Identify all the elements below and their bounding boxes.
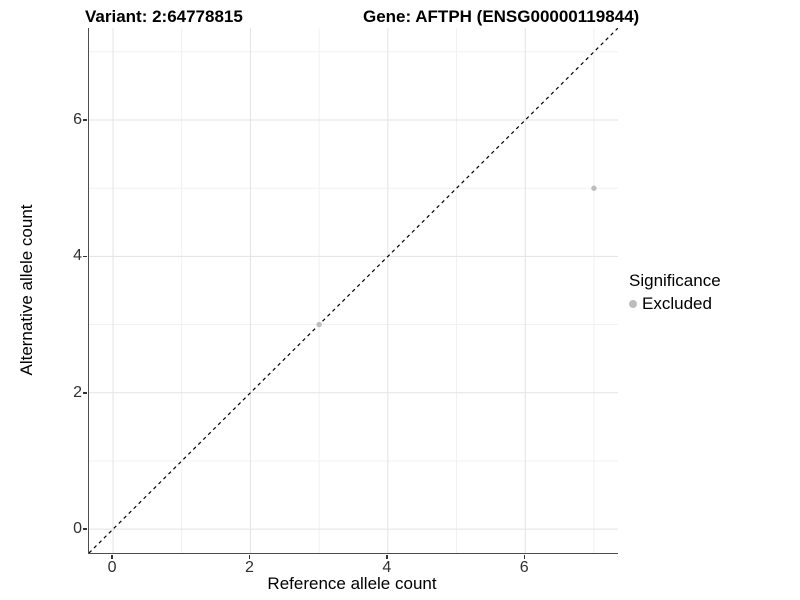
x-axis-tick-mark xyxy=(386,555,388,559)
plot-panel xyxy=(88,28,618,554)
excluded-marker-icon xyxy=(629,300,637,308)
x-axis-tick-label: 4 xyxy=(382,559,392,576)
legend-title: Significance xyxy=(629,271,721,290)
y-axis-tick-label: 4 xyxy=(73,247,82,265)
plot-title-gene: Gene: AFTPH (ENSG00000119844) xyxy=(363,7,640,26)
x-axis-title: Reference allele count xyxy=(267,574,437,593)
y-axis-tick-label: 6 xyxy=(73,111,82,129)
y-axis-tick-label: 0 xyxy=(73,520,82,538)
x-axis-tick-label: 2 xyxy=(244,559,254,576)
x-axis-tick-mark xyxy=(111,555,113,559)
data-point xyxy=(316,321,322,328)
x-axis-tick-label: 0 xyxy=(107,559,117,576)
y-axis-tick-mark xyxy=(83,528,87,530)
identity-dashed-line xyxy=(89,28,618,553)
y-axis-title: Alternative allele count xyxy=(17,204,36,376)
y-axis-tick-mark xyxy=(83,119,87,121)
y-axis-tick-label: 2 xyxy=(73,383,82,401)
plot-panel-canvas xyxy=(89,28,618,553)
legend: Significance Excluded xyxy=(629,271,721,314)
legend-item-excluded: Excluded xyxy=(629,294,721,314)
y-axis-tick-mark xyxy=(83,392,87,394)
x-axis-tick-label: 6 xyxy=(519,559,529,576)
plot-title-variant: Variant: 2:64778815 xyxy=(85,7,243,26)
x-axis-tick-mark xyxy=(523,555,525,559)
data-point xyxy=(591,185,597,191)
legend-item-label: Excluded xyxy=(642,294,712,313)
x-axis-tick-mark xyxy=(248,555,251,559)
y-axis-tick-mark xyxy=(83,255,87,258)
